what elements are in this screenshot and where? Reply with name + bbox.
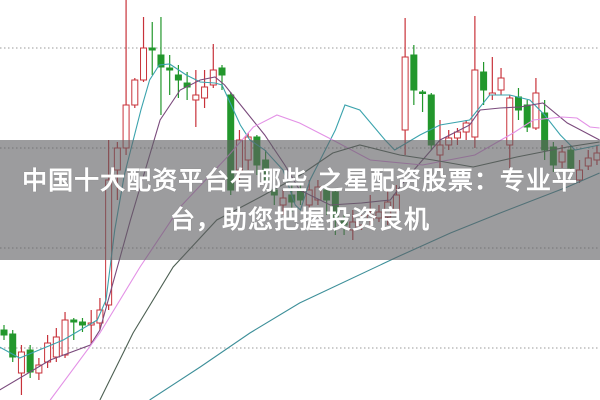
candle-body: [0, 329, 8, 336]
candle-body: [401, 56, 409, 131]
candle-body: [70, 319, 78, 323]
candle-body: [497, 77, 505, 91]
candle-down: [0, 325, 8, 340]
candle-up: [201, 70, 209, 108]
candle-down: [157, 17, 165, 115]
candle-body: [140, 47, 148, 81]
candle-body: [52, 336, 60, 358]
candle-down: [410, 45, 418, 105]
title-line-2: 台，助您把握投资良机: [169, 205, 430, 234]
title-banner: 中国十大配资平台有哪些 之星配资股票：专业平 台，助您把握投资良机: [0, 140, 600, 260]
candle-body: [78, 321, 86, 326]
candle-body: [523, 104, 531, 128]
candle-up: [35, 358, 43, 380]
candle-body: [96, 309, 104, 324]
candle-body: [419, 91, 427, 94]
candle-body: [17, 351, 25, 374]
candle-up: [401, 18, 409, 155]
candle-down: [419, 90, 427, 112]
candle-body: [410, 54, 418, 91]
candle-up: [471, 16, 479, 148]
candle-body: [192, 94, 200, 101]
candle-body: [131, 79, 139, 106]
candle-up: [131, 78, 139, 108]
candle-body: [514, 96, 522, 111]
candle-down: [148, 22, 156, 75]
title-line-1: 中国十大配资平台有哪些 之星配资股票：专业平: [22, 166, 578, 195]
candle-body: [462, 122, 470, 133]
candle-body: [9, 333, 17, 358]
candle-body: [471, 69, 479, 138]
candle-body: [506, 97, 514, 146]
candle-up: [462, 120, 470, 140]
candle-body: [157, 54, 165, 68]
candle-body: [148, 47, 156, 51]
candle-body: [218, 67, 226, 76]
candle-up: [96, 298, 104, 330]
candle-up: [532, 78, 540, 130]
candle-up: [140, 17, 148, 82]
candle-body: [532, 92, 540, 129]
candle-up: [122, 0, 130, 155]
candle-up: [497, 68, 505, 95]
candle-down: [166, 55, 174, 95]
candle-down: [523, 100, 531, 132]
candle-body: [453, 131, 461, 139]
candle-up: [17, 345, 25, 395]
candle-up: [488, 57, 496, 100]
candle-body: [166, 67, 174, 71]
candle-body: [480, 71, 488, 91]
candle-down: [9, 330, 17, 362]
candle-down: [514, 88, 522, 120]
candle-body: [174, 74, 182, 81]
candle-up: [209, 44, 217, 88]
candle-down: [480, 62, 488, 105]
candle-body: [427, 94, 435, 146]
candle-up: [61, 312, 69, 358]
candle-body: [201, 86, 209, 99]
candle-down: [78, 318, 86, 332]
candle-down: [70, 318, 78, 340]
